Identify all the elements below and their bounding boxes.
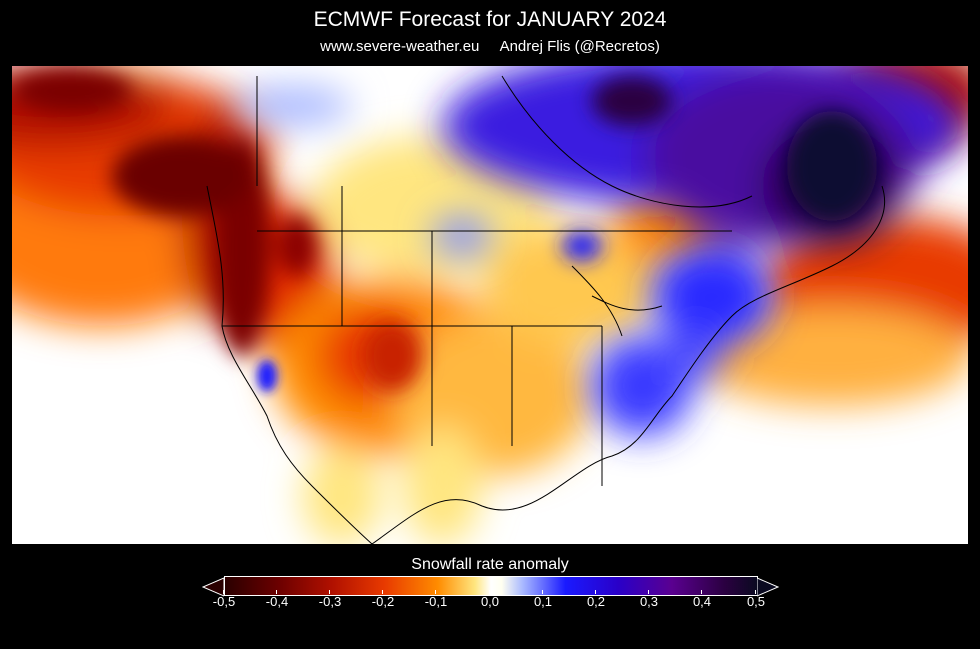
sierra-positive-spot <box>257 360 277 392</box>
tick-label: 0,0 <box>470 590 510 609</box>
colorbar-max-arrow <box>757 577 779 597</box>
colorbar-min-arrow <box>202 577 224 597</box>
coastal-strong-negative <box>12 69 422 391</box>
colorbar-ticks: -0,5 -0,4 -0,3 -0,2 -0,1 0,0 0,1 0,2 0,3… <box>0 590 980 618</box>
tick-label: 0,5 <box>736 590 776 609</box>
coastlines-and-borders <box>206 75 886 544</box>
chart-subtitle: www.severe-weather.eu Andrej Flis (@Recr… <box>0 38 980 55</box>
tick-label: 0,2 <box>576 590 616 609</box>
tick-label: -0,2 <box>363 590 403 609</box>
anomaly-map <box>12 66 968 544</box>
tick-label: -0,1 <box>416 590 456 609</box>
tick-label: 0,1 <box>523 590 563 609</box>
tick-label: -0,4 <box>257 590 297 609</box>
website-credit: www.severe-weather.eu <box>320 38 480 55</box>
tick-label: -0,5 <box>204 590 244 609</box>
tick-label: -0,3 <box>310 590 350 609</box>
author-credit: Andrej Flis (@Recretos) <box>499 38 660 55</box>
legend-title: Snowfall rate anomaly <box>411 556 569 573</box>
tick-label: 0,4 <box>682 590 722 609</box>
chart-title: ECMWF Forecast for JANUARY 2024 <box>313 8 667 31</box>
colorbar <box>224 576 758 596</box>
tick-label: 0,3 <box>629 590 669 609</box>
map-canvas <box>12 66 968 544</box>
labrador-strong-positive <box>562 76 877 261</box>
